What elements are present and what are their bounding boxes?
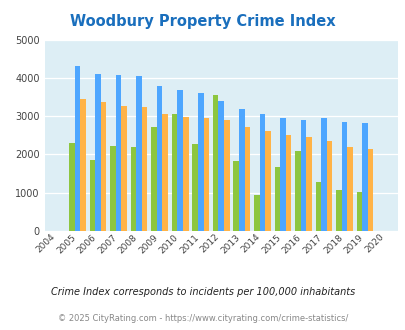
Bar <box>213 95 218 231</box>
Bar <box>361 123 367 231</box>
Bar <box>305 137 311 231</box>
Bar <box>239 109 244 231</box>
Bar <box>121 106 127 231</box>
Bar <box>254 195 259 231</box>
Bar <box>274 167 279 231</box>
Bar <box>75 66 80 231</box>
Bar <box>264 131 270 231</box>
Bar <box>142 107 147 231</box>
Bar <box>294 151 300 231</box>
Bar <box>95 74 100 231</box>
Bar <box>335 190 341 231</box>
Bar <box>320 118 326 231</box>
Bar <box>279 118 285 231</box>
Bar <box>100 102 106 231</box>
Bar <box>203 118 209 231</box>
Text: Crime Index corresponds to incidents per 100,000 inhabitants: Crime Index corresponds to incidents per… <box>51 287 354 297</box>
Bar <box>136 76 142 231</box>
Bar <box>233 161 239 231</box>
Bar <box>218 101 224 231</box>
Bar <box>192 144 198 231</box>
Bar <box>110 146 115 231</box>
Bar <box>315 182 320 231</box>
Bar <box>162 114 168 231</box>
Bar <box>183 117 188 231</box>
Bar <box>224 120 229 231</box>
Bar <box>90 160 95 231</box>
Bar <box>130 147 136 231</box>
Bar <box>259 114 264 231</box>
Bar <box>356 192 361 231</box>
Bar <box>80 99 85 231</box>
Bar <box>346 147 352 231</box>
Bar <box>156 86 162 231</box>
Bar <box>115 75 121 231</box>
Bar <box>326 141 331 231</box>
Bar <box>367 149 373 231</box>
Text: Woodbury Property Crime Index: Woodbury Property Crime Index <box>70 14 335 29</box>
Bar <box>151 127 156 231</box>
Bar <box>244 127 249 231</box>
Bar <box>198 93 203 231</box>
Bar <box>171 114 177 231</box>
Bar <box>177 90 183 231</box>
Bar <box>285 135 290 231</box>
Bar <box>341 122 346 231</box>
Bar <box>300 120 305 231</box>
Bar <box>69 143 75 231</box>
Text: © 2025 CityRating.com - https://www.cityrating.com/crime-statistics/: © 2025 CityRating.com - https://www.city… <box>58 314 347 323</box>
